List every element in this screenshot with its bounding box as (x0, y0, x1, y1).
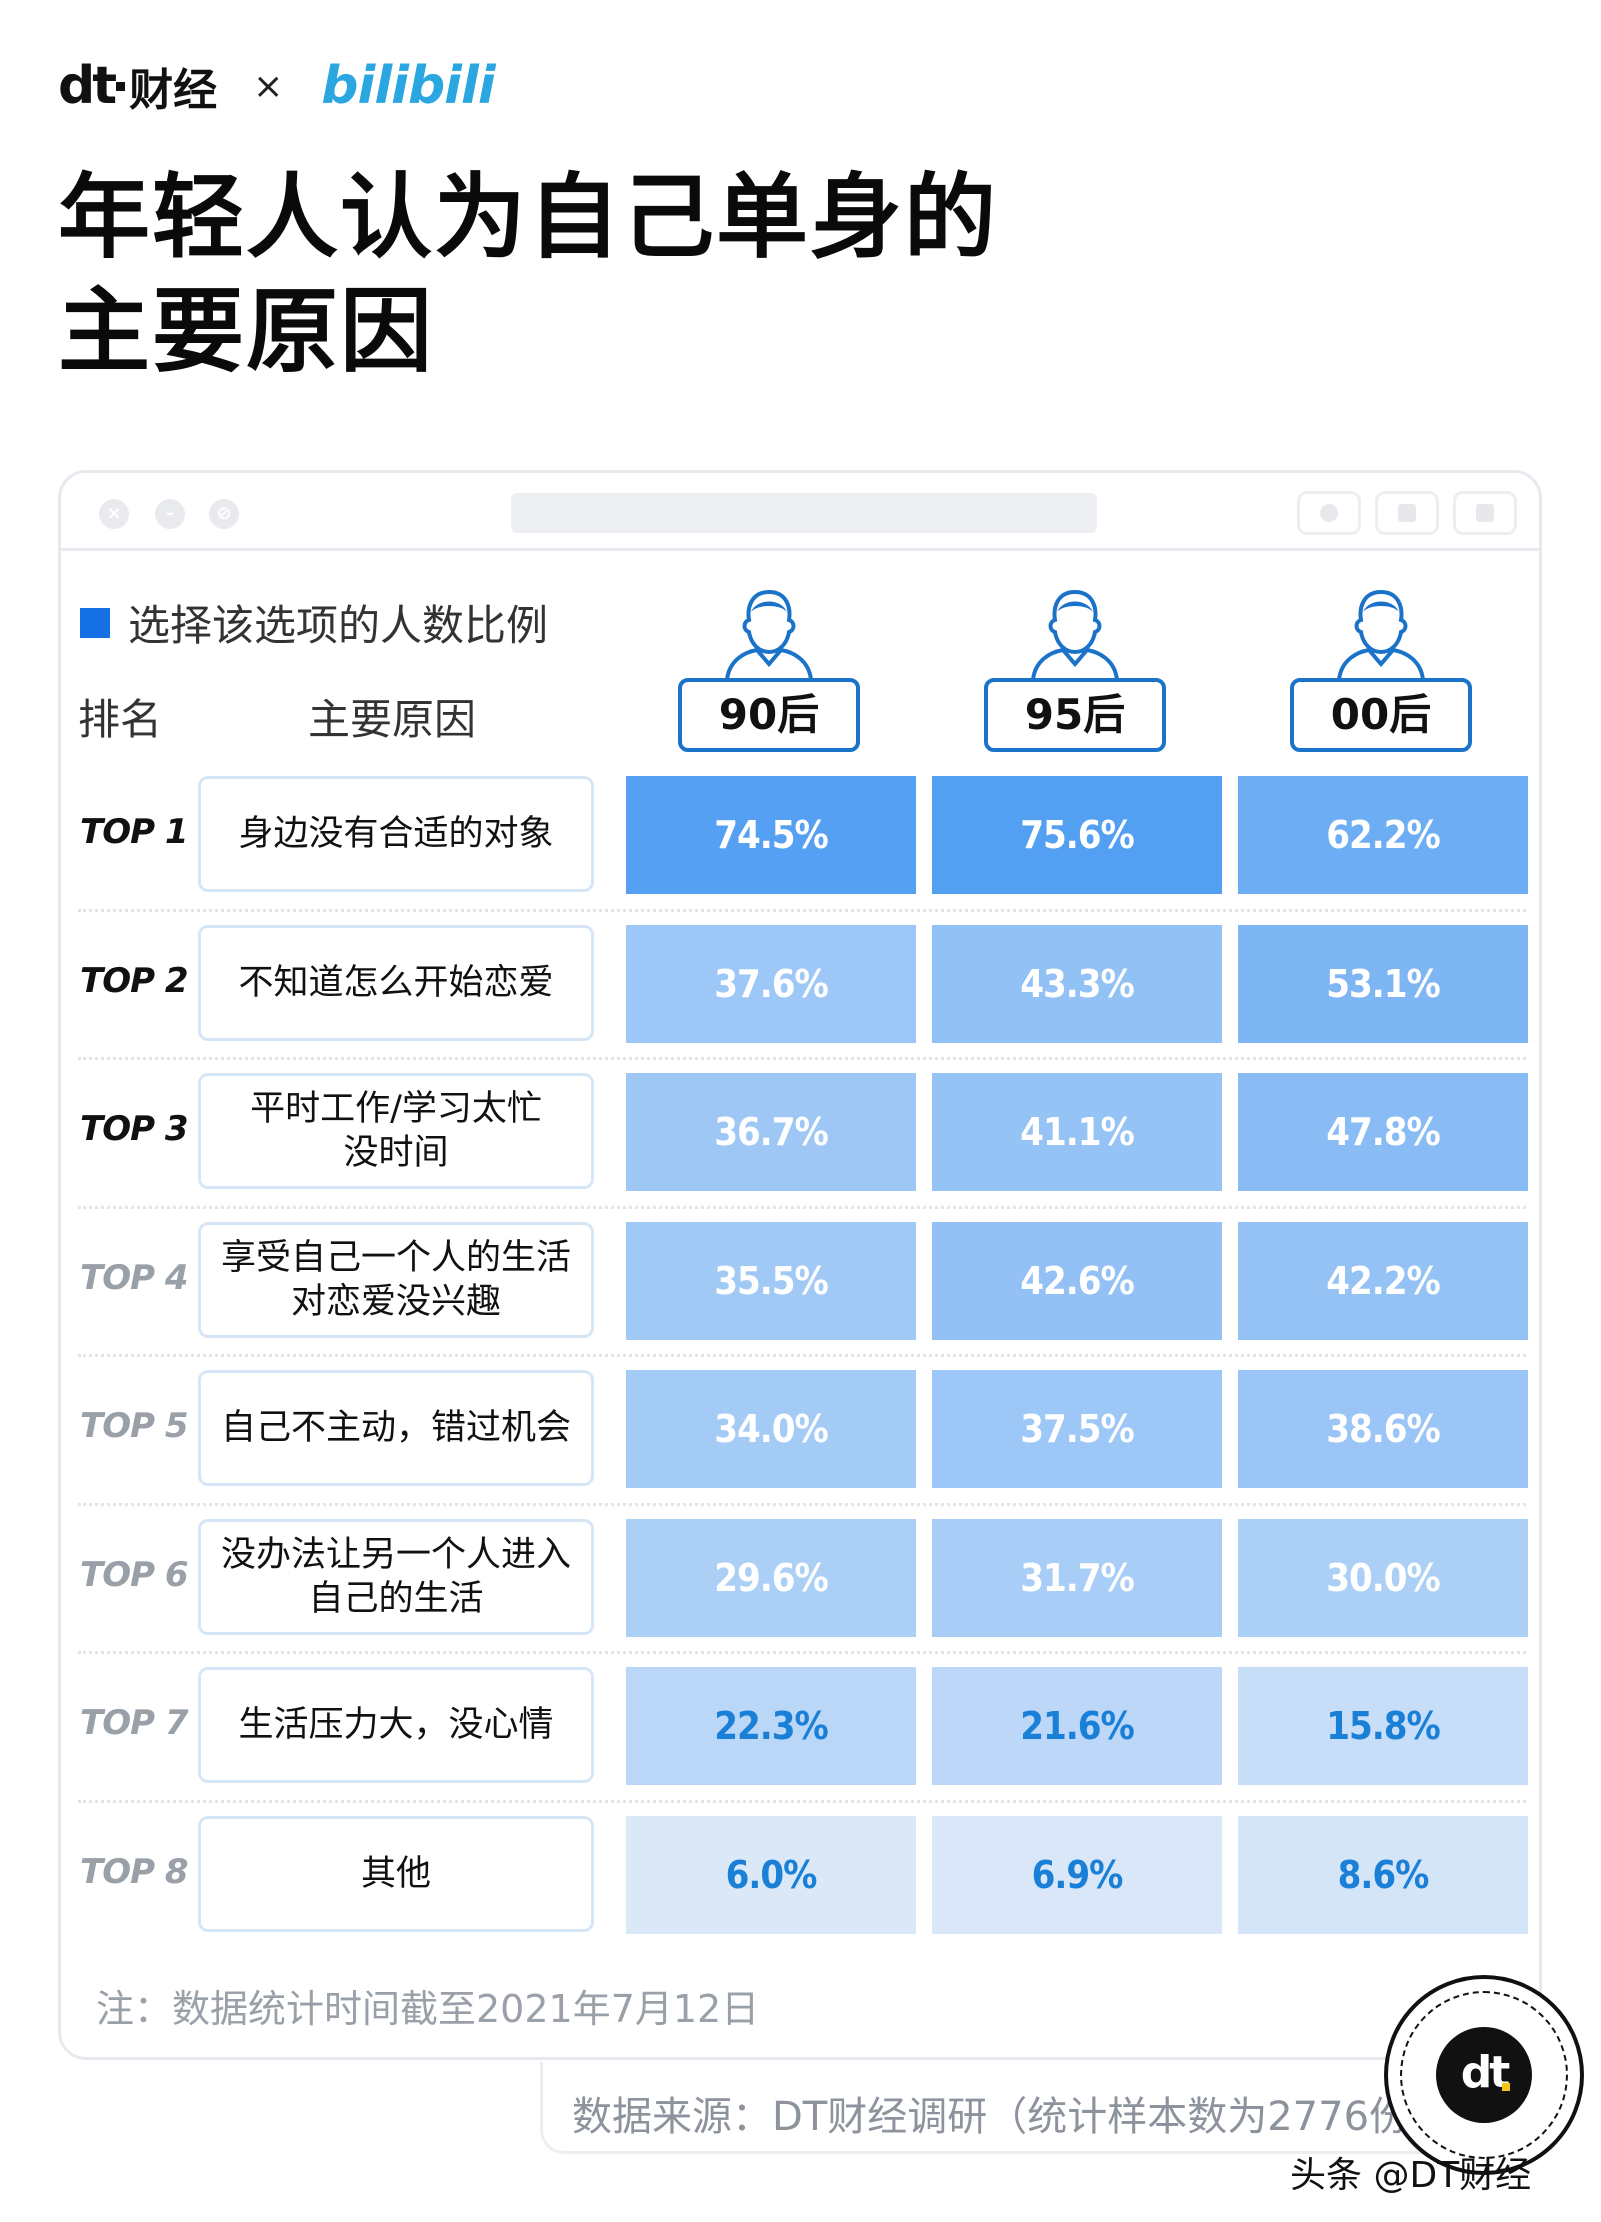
value-cell: 41.1% (932, 1073, 1222, 1191)
row-separator (78, 1205, 1526, 1209)
header-rank: 排名 (78, 695, 163, 744)
rank-label: TOP 6 (80, 1554, 189, 1595)
value-cell: 6.0% (626, 1815, 916, 1934)
value-cell: 74.5% (626, 776, 916, 894)
window-icon (1453, 491, 1517, 535)
header-reason: 主要原因 (308, 695, 477, 744)
generation-label: 95后 (984, 678, 1166, 752)
rank-label: TOP 3 (80, 1109, 189, 1149)
badge-ring (1400, 1991, 1568, 2159)
value-cell: 6.9% (932, 1815, 1222, 1934)
value-cell: 34.0% (626, 1370, 916, 1488)
value-cell: 22.3% (626, 1667, 916, 1785)
value-cell: 31.7% (932, 1518, 1222, 1637)
dt-logo-dot (116, 81, 126, 91)
value-cell: 53.1% (1238, 924, 1528, 1043)
rank-label: TOP 8 (80, 1851, 189, 1892)
reason-label: 身边没有合适的对象 (198, 776, 594, 892)
reason-label: 享受自己一个人的生活 对恋爱没兴趣 (198, 1221, 594, 1338)
person-icon (1337, 590, 1425, 681)
value-cell: 43.3% (932, 924, 1222, 1043)
row-separator (78, 1354, 1526, 1357)
footnote: 注：数据统计时间截至2021年7月12日 (96, 1987, 760, 2031)
value-cell: 21.6% (932, 1667, 1222, 1785)
value-cell: 8.6% (1238, 1815, 1528, 1934)
value-cell: 30.0% (1238, 1518, 1528, 1637)
dt-badge: dt (1384, 1975, 1584, 2175)
value-cell: 37.5% (932, 1370, 1222, 1488)
generation-label: 00后 (1290, 678, 1472, 752)
value-cell: 35.5% (626, 1221, 916, 1340)
row-separator (78, 1651, 1526, 1654)
legend-label: 选择该选项的人数比例 (128, 601, 549, 650)
badge-text: dt (1460, 2047, 1511, 2098)
close-icon: × (99, 499, 129, 529)
share-icon (1375, 491, 1439, 535)
person-icon (1031, 590, 1119, 681)
row-separator (78, 1057, 1526, 1060)
value-cell: 75.6% (932, 776, 1222, 894)
generation-header-3: 00后 (1290, 590, 1472, 754)
reason-label: 平时工作/学习太忙 没时间 (198, 1073, 594, 1189)
person-icon (725, 590, 813, 681)
page-title: 年轻人认为自己单身的 主要原因 (58, 160, 998, 388)
badge-dot (1502, 2083, 1510, 2091)
title-line-1: 年轻人认为自己单身的 (58, 163, 999, 271)
dt-logo: dt (58, 56, 117, 116)
collab-times-icon: × (253, 65, 284, 107)
generation-label: 90后 (678, 678, 860, 752)
generation-header-2: 95后 (984, 590, 1166, 754)
maximize-icon: ⊘ (209, 499, 239, 529)
value-cell: 38.6% (1238, 1370, 1528, 1488)
value-cell: 42.6% (932, 1221, 1222, 1340)
value-cell: 15.8% (1238, 1667, 1528, 1785)
value-cell: 47.8% (1238, 1073, 1528, 1191)
brand-row: dt 财经 × bilibili (58, 56, 496, 116)
bilibili-logo: bilibili (321, 56, 495, 116)
browser-toolbar: × – ⊘ (61, 473, 1539, 551)
reason-label: 其他 (198, 1815, 594, 1932)
row-separator (78, 1799, 1526, 1803)
value-cell: 37.6% (626, 924, 916, 1043)
dt-badge-logo: dt (1436, 2027, 1532, 2123)
minimize-icon: – (155, 499, 185, 529)
value-cell: 42.2% (1238, 1221, 1528, 1340)
value-cell: 62.2% (1238, 776, 1528, 894)
reason-label: 没办法让另一个人进入 自己的生活 (198, 1518, 594, 1635)
title-line-2: 主要原因 (58, 277, 435, 385)
rank-label: TOP 7 (80, 1703, 189, 1743)
address-bar (511, 493, 1097, 533)
rank-label: TOP 5 (80, 1406, 189, 1446)
dt-brand-name: 财经 (129, 65, 218, 116)
value-cell: 36.7% (626, 1073, 916, 1191)
rank-label: TOP 4 (80, 1257, 189, 1298)
legend: 选择该选项的人数比例 (80, 592, 548, 653)
value-cell: 29.6% (626, 1518, 916, 1637)
record-icon (1297, 491, 1361, 535)
data-source: 数据来源：DT财经调研（统计样本数为2776份） (572, 2094, 1450, 2140)
row-separator (78, 1502, 1526, 1506)
legend-swatch (80, 607, 110, 638)
reason-label: 自己不主动，错过机会 (198, 1370, 594, 1486)
rank-label: TOP 2 (80, 960, 189, 1001)
reason-label: 生活压力大，没心情 (198, 1667, 594, 1783)
footer-watermark: 头条 @DT财经 (1290, 2155, 1532, 2196)
reason-label: 不知道怎么开始恋爱 (198, 924, 594, 1041)
generation-header-1: 90后 (678, 590, 860, 754)
row-separator (78, 908, 1526, 912)
rank-label: TOP 1 (80, 812, 189, 852)
